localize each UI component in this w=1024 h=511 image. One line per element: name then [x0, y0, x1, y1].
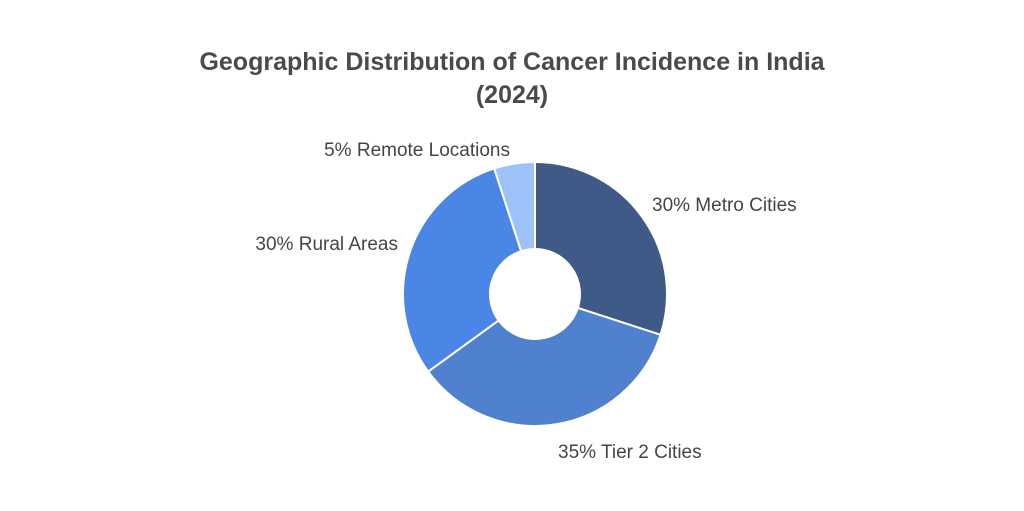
label-remote-locations: 5% Remote Locations [324, 140, 510, 161]
slice-metro-cities [534, 160, 668, 337]
slice-rural-areas [402, 167, 523, 373]
chart-title: Geographic Distribution of Cancer Incide… [0, 46, 1024, 112]
slice-remote-locations [492, 160, 536, 253]
label-tier-2-cities: 35% Tier 2 Cities [558, 442, 702, 463]
label-metro-cities: 30% Metro Cities [652, 195, 797, 216]
chart-title-line-2: (2024) [475, 81, 549, 109]
donut-labels: 30% Metro Cities 35% Tier 2 Cities 30% Rur… [255, 140, 796, 463]
slice-tier-2-cities [426, 306, 662, 427]
chart-title-line-1: Geographic Distribution of Cancer Incide… [199, 48, 825, 76]
label-rural-areas: 30% Rural Areas [255, 234, 398, 255]
donut-slices [402, 160, 668, 427]
